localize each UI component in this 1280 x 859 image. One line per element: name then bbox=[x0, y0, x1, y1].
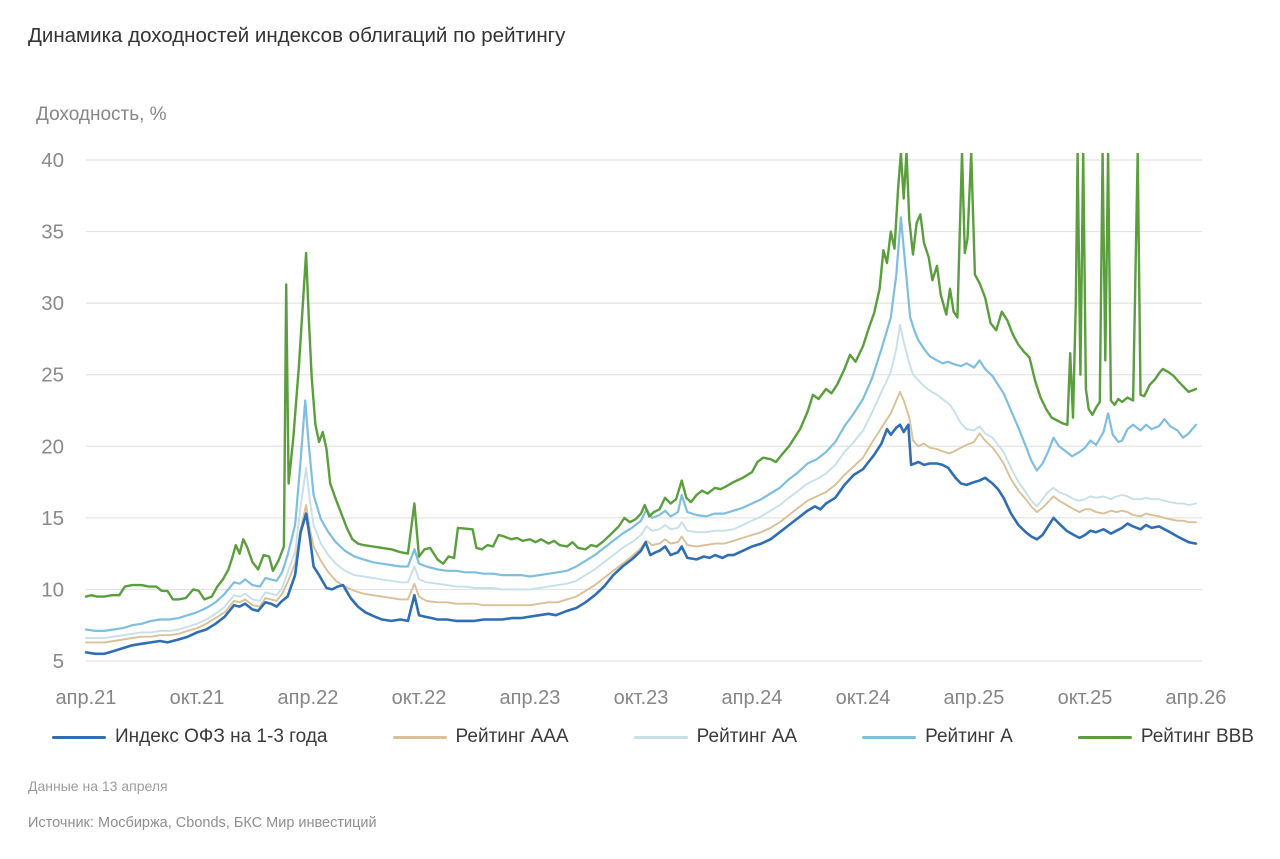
legend-label: Рейтинг АА bbox=[696, 726, 798, 747]
legend-label: Рейтинг А bbox=[925, 726, 1013, 747]
x-tick-label-1: апр.21 bbox=[56, 687, 117, 709]
source-note: Источник: Мосбиржа, Cbonds, БКС Мир инве… bbox=[28, 815, 377, 831]
series-line-4 bbox=[84, 216, 1198, 633]
y-axis-title: Доходность, % bbox=[36, 104, 167, 125]
y-tick-label-15: 15 bbox=[41, 507, 64, 530]
legend-line-swatch-icon bbox=[1077, 735, 1132, 739]
x-tick-label-9: апр.25 bbox=[944, 687, 1005, 709]
y-tick-label-10: 10 bbox=[41, 578, 64, 601]
chart-legend: Индекс ОФЗ на 1-3 года Рейтинг ААА Рейтинг… bbox=[52, 724, 1254, 750]
y-tick-label-5: 5 bbox=[53, 650, 64, 673]
y-tick-label-25: 25 bbox=[41, 364, 64, 387]
chart-title: Динамика доходностей индексов облигаций … bbox=[28, 24, 566, 47]
x-tick-label-4: окт.22 bbox=[392, 687, 447, 709]
x-tick-label-7: апр.24 bbox=[722, 687, 783, 709]
legend-line-swatch-icon bbox=[633, 735, 688, 739]
y-tick-label-35: 35 bbox=[41, 221, 64, 244]
x-tick-label-2: окт.21 bbox=[170, 687, 225, 709]
legend-item-3: Рейтинг АА bbox=[633, 726, 798, 748]
data-as-of-note: Данные на 13 апреля bbox=[28, 778, 168, 794]
legend-item-5: Рейтинг ВВВ bbox=[1077, 726, 1254, 748]
legend-label: Индекс ОФЗ на 1-3 года bbox=[115, 726, 328, 747]
x-tick-label-10: окт.25 bbox=[1058, 687, 1113, 709]
x-tick-label-3: апр.22 bbox=[278, 687, 339, 709]
bond-yield-line-chart: 5 10 15 20 25 30 35 40 апр.21 окт.21 апр.22 окт.22 а… bbox=[41, 149, 1227, 709]
legend-item-2: Рейтинг ААА bbox=[392, 726, 569, 748]
series-line-1 bbox=[84, 423, 1198, 656]
series-line-5 bbox=[84, 153, 1198, 601]
x-tick-label-6: окт.23 bbox=[614, 687, 669, 709]
y-tick-label-40: 40 bbox=[41, 149, 64, 172]
legend-line-swatch-icon bbox=[862, 735, 917, 739]
series-line-2 bbox=[85, 390, 1197, 644]
legend-label: Рейтинг ВВВ bbox=[1140, 726, 1254, 747]
x-tick-label-5: апр.23 bbox=[500, 687, 561, 709]
legend-line-swatch-icon bbox=[52, 735, 106, 739]
y-tick-label-20: 20 bbox=[41, 435, 64, 458]
x-tick-label-11: апр.26 bbox=[1166, 687, 1227, 709]
y-tick-label-30: 30 bbox=[41, 292, 64, 315]
legend-label: Рейтинг ААА bbox=[455, 726, 569, 747]
legend-item-4: Рейтинг А bbox=[862, 726, 1013, 748]
legend-item-1: Индекс ОФЗ на 1-3 года bbox=[52, 726, 327, 748]
x-tick-label-8: окт.24 bbox=[836, 687, 891, 709]
legend-line-swatch-icon bbox=[392, 735, 447, 739]
series-line-3 bbox=[85, 323, 1197, 640]
